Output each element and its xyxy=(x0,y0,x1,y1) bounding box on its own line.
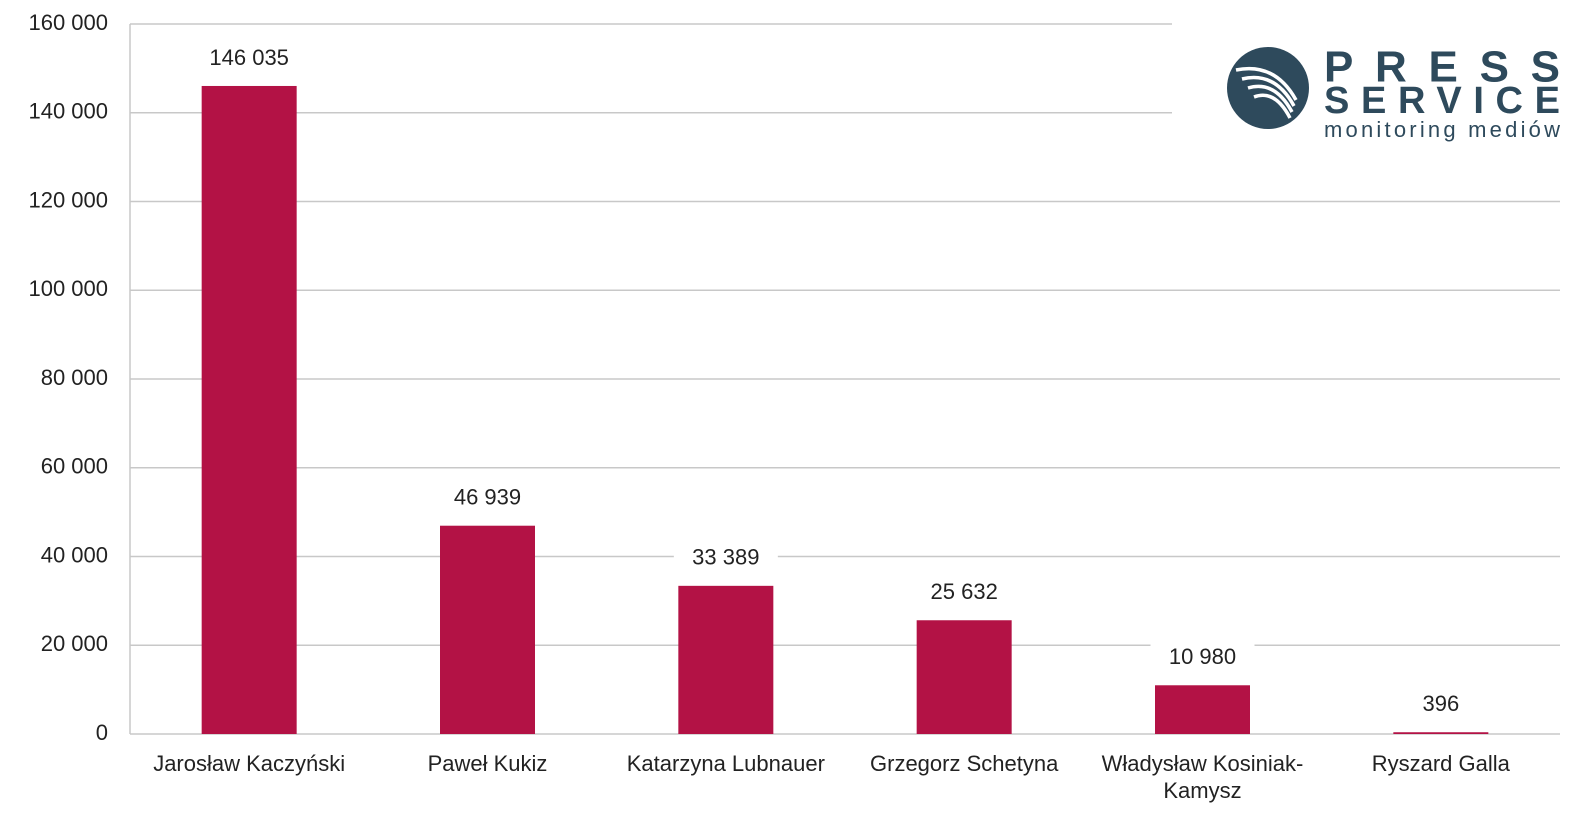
logo-text: SERVICE xyxy=(1324,80,1560,122)
y-tick-label: 160 000 xyxy=(28,10,108,35)
logo-stripe xyxy=(1247,84,1294,113)
logo-stripe xyxy=(1235,66,1298,101)
y-tick-label: 80 000 xyxy=(41,365,108,390)
x-tick-label: Władysław Kosiniak-Kamysz xyxy=(1101,751,1304,803)
value-label-background xyxy=(1388,689,1493,722)
value-label: 33 389 xyxy=(692,545,759,570)
y-tick-label: 140 000 xyxy=(28,99,108,124)
y-tick-label: 40 000 xyxy=(41,542,108,567)
y-tick-label: 100 000 xyxy=(28,276,108,301)
value-label-background xyxy=(435,482,540,515)
bar xyxy=(1393,732,1489,734)
bar xyxy=(678,585,774,734)
y-tick-label: 0 xyxy=(96,720,108,745)
value-label-background xyxy=(197,42,302,75)
value-label: 396 xyxy=(1422,691,1459,716)
bar xyxy=(440,525,535,734)
bar xyxy=(201,85,297,735)
x-tick-label: Katarzyna Lubnauer xyxy=(626,751,825,776)
bar xyxy=(1155,685,1250,734)
logo-stripe xyxy=(1253,93,1292,119)
x-tick-label: Paweł Kukiz xyxy=(427,751,548,776)
x-tick-label: Jarosław Kaczyński xyxy=(153,751,346,776)
bar xyxy=(916,620,1012,734)
y-tick-label: 60 000 xyxy=(41,454,108,479)
logo-stripe xyxy=(1241,75,1296,107)
value-label: 46 939 xyxy=(454,485,521,510)
value-label: 25 632 xyxy=(931,579,998,604)
y-tick-label: 120 000 xyxy=(28,187,108,212)
value-label-background xyxy=(673,542,778,575)
value-label-background xyxy=(912,577,1017,610)
value-label: 10 980 xyxy=(1169,644,1236,669)
x-tick-label: Ryszard Galla xyxy=(1371,751,1510,776)
value-label: 146 035 xyxy=(209,45,289,70)
x-tick-label: Grzegorz Schetyna xyxy=(870,751,1059,776)
y-tick-label: 20 000 xyxy=(41,631,108,656)
value-label-background xyxy=(1150,642,1255,675)
